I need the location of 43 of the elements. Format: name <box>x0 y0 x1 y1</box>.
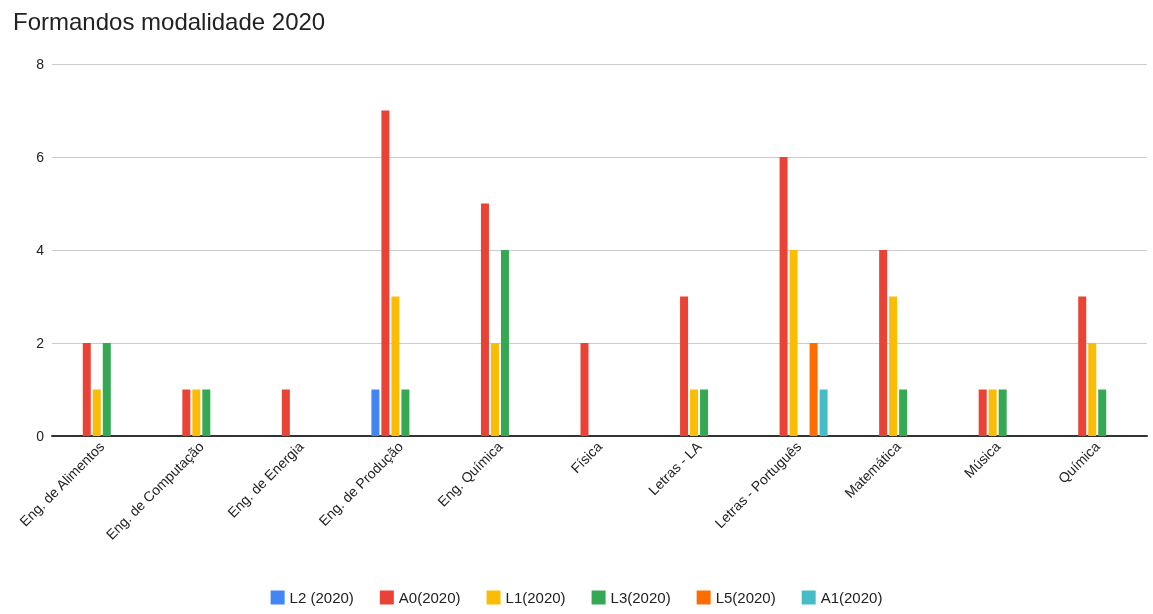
bar <box>899 389 908 436</box>
bar <box>978 389 987 436</box>
bar <box>182 389 191 436</box>
bar <box>381 110 390 436</box>
legend-label: L5(2020) <box>715 589 776 606</box>
y-tick-label: 6 <box>36 149 45 165</box>
bar <box>1098 389 1107 436</box>
bar <box>202 389 211 436</box>
bar <box>281 389 290 436</box>
bar <box>680 296 689 436</box>
legend-label: A0(2020) <box>398 589 461 606</box>
y-tick-label: 8 <box>36 56 45 72</box>
bar <box>998 389 1007 436</box>
bar <box>779 157 788 436</box>
chart-title: Formandos modalidade 2020 <box>13 7 326 35</box>
bar <box>102 343 111 436</box>
bar <box>988 389 997 436</box>
bar <box>480 203 489 436</box>
y-tick-label: 2 <box>36 335 45 351</box>
bar <box>700 389 709 436</box>
legend-label: L1(2020) <box>505 589 566 606</box>
bar <box>401 389 410 436</box>
bar <box>92 389 101 436</box>
bar <box>192 389 201 436</box>
bar <box>1078 296 1087 436</box>
bar <box>500 250 509 436</box>
bar <box>889 296 898 436</box>
legend-label: L2 (2020) <box>289 589 354 606</box>
y-tick-label: 0 <box>36 428 45 444</box>
bar <box>82 343 91 436</box>
bar <box>580 343 589 436</box>
bar <box>391 296 400 436</box>
y-tick-label: 4 <box>36 242 45 258</box>
bar <box>819 389 828 436</box>
bar <box>490 343 499 436</box>
legend-label: A1(2020) <box>820 589 883 606</box>
bar <box>1088 343 1097 436</box>
legend-label: L3(2020) <box>610 589 671 606</box>
bar <box>690 389 699 436</box>
bar <box>879 250 888 436</box>
bar <box>371 389 380 436</box>
bar <box>789 250 798 436</box>
bar <box>809 343 818 436</box>
